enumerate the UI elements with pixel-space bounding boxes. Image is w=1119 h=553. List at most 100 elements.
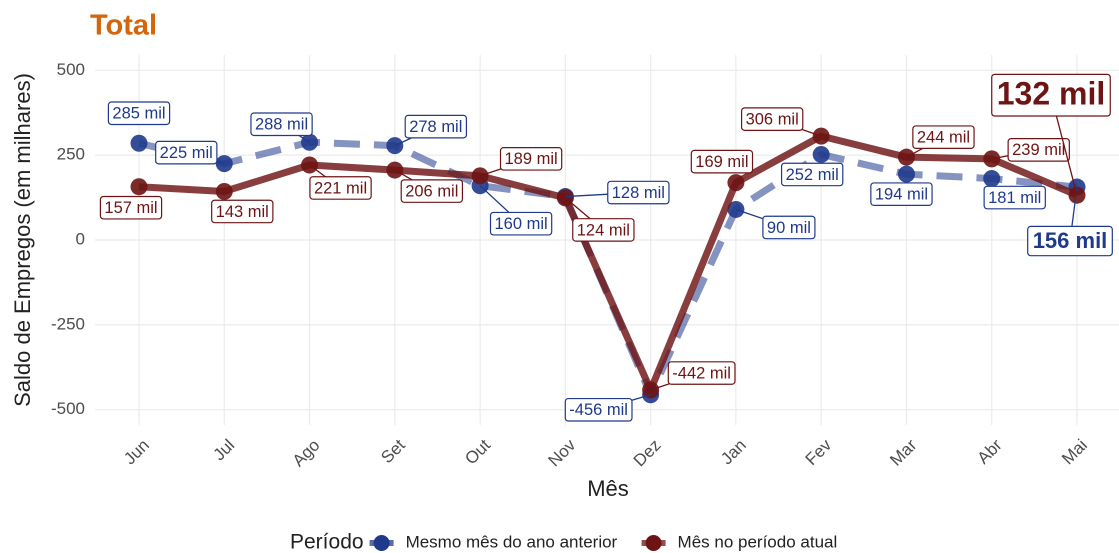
x-tick-label: Fev [802,435,836,469]
label-box [607,180,670,205]
x-tick-label: Jul [209,436,238,465]
data-label: 194 mil [875,186,928,204]
value-label: 189 mil [479,147,563,177]
point [983,170,1001,188]
x-tick-label: Jan [717,436,750,469]
label-box [572,218,635,242]
x-tick-label: Nov [545,435,580,470]
y-tick-label: 250 [57,145,85,164]
label-box [489,211,553,236]
label-box [250,112,313,137]
legend-label: Mês no período atual [678,532,838,551]
x-axis-title: Mês [587,476,629,501]
data-label: 239 mil [1012,141,1065,159]
label-box [499,147,563,171]
data-label: -442 mil [672,364,731,382]
value-label: 90 mil [735,208,816,240]
x-tick-label: Mar [886,435,920,469]
value-label: 206 mil [394,169,464,203]
label-box [99,195,163,220]
value-label: 221 mil [309,164,372,200]
y-tick-label: -250 [51,314,85,333]
data-label: 206 mil [405,182,458,200]
value-label: 181 mil [983,185,1046,210]
y-axis-title: Saldo de Empregos (em milhares) [10,73,35,407]
x-tick-label: Mai [1058,436,1091,469]
data-label: -456 mil [569,401,628,419]
value-label: 239 mil [991,138,1070,162]
label-box [404,114,468,139]
point [812,145,830,163]
label-box [400,179,464,203]
series-line [138,132,1079,394]
data-label: 160 mil [494,215,547,233]
label-box [991,73,1111,117]
legend-title: Período [290,531,364,553]
data-label: 169 mil [695,153,748,171]
data-label: 285 mil [112,105,165,123]
data-label: 143 mil [216,203,269,221]
y-tick-label: 0 [76,229,85,248]
x-tick-label: Abr [974,435,1006,467]
y-tick-label: -500 [51,399,85,418]
chart-title: Total [90,10,157,42]
value-label: -442 mil [650,361,736,391]
point [130,134,148,152]
label-box [762,215,816,240]
value-label: 124 mil [564,197,635,242]
value-label: 194 mil [870,182,933,206]
data-label: 306 mil [746,110,799,128]
data-label: 156 mil [1033,228,1108,253]
label-box [740,107,804,131]
x-tick-label: Ago [289,436,324,471]
legend-swatch [645,535,662,551]
data-label: 90 mil [767,219,811,237]
label-box [870,182,933,206]
data-label: 157 mil [104,199,157,217]
label-box [155,140,218,165]
legend-swatch [373,535,390,551]
label-box [309,176,372,200]
value-label: 143 mil [211,199,274,224]
y-tick-label: 500 [57,60,85,79]
point [897,165,915,183]
value-label: 169 mil [690,149,754,174]
label-box [564,397,633,422]
data-label: 288 mil [255,116,308,134]
value-label: 285 mil [107,101,171,126]
data-label: 189 mil [504,150,557,168]
label-box [1007,138,1070,162]
label-box [107,101,171,126]
data-label: 132 mil [997,76,1106,112]
series-line [138,138,1078,399]
label-box [1027,225,1113,257]
value-label: -456 mil [564,394,651,422]
label-box [983,185,1046,210]
point [130,178,148,196]
x-tick-label: Out [461,435,494,468]
value-label: 306 mil [740,107,822,137]
data-label: 252 mil [786,166,839,184]
label-box [667,361,736,385]
value-label: 160 mil [479,185,553,236]
x-tick-label: Dez [630,436,665,471]
value-label: 288 mil [250,112,313,143]
data-label: 128 mil [612,184,665,202]
value-label: 278 mil [394,114,468,147]
point [727,174,745,192]
value-label: 128 mil [565,180,670,205]
x-tick-label: Jun [120,436,153,469]
label-box [690,149,754,174]
value-label: 156 mil [1027,186,1113,257]
data-label: 181 mil [988,189,1041,207]
data-label: 244 mil [917,129,970,147]
value-label: 157 mil [99,195,163,220]
value-label: 132 mil [991,73,1111,196]
data-label: 221 mil [314,179,367,197]
label-box [211,199,274,224]
legend-label: Mesmo mês do ano anterior [406,532,618,551]
point [215,182,233,200]
label-box [912,125,975,150]
x-tick-label: Set [377,435,409,467]
